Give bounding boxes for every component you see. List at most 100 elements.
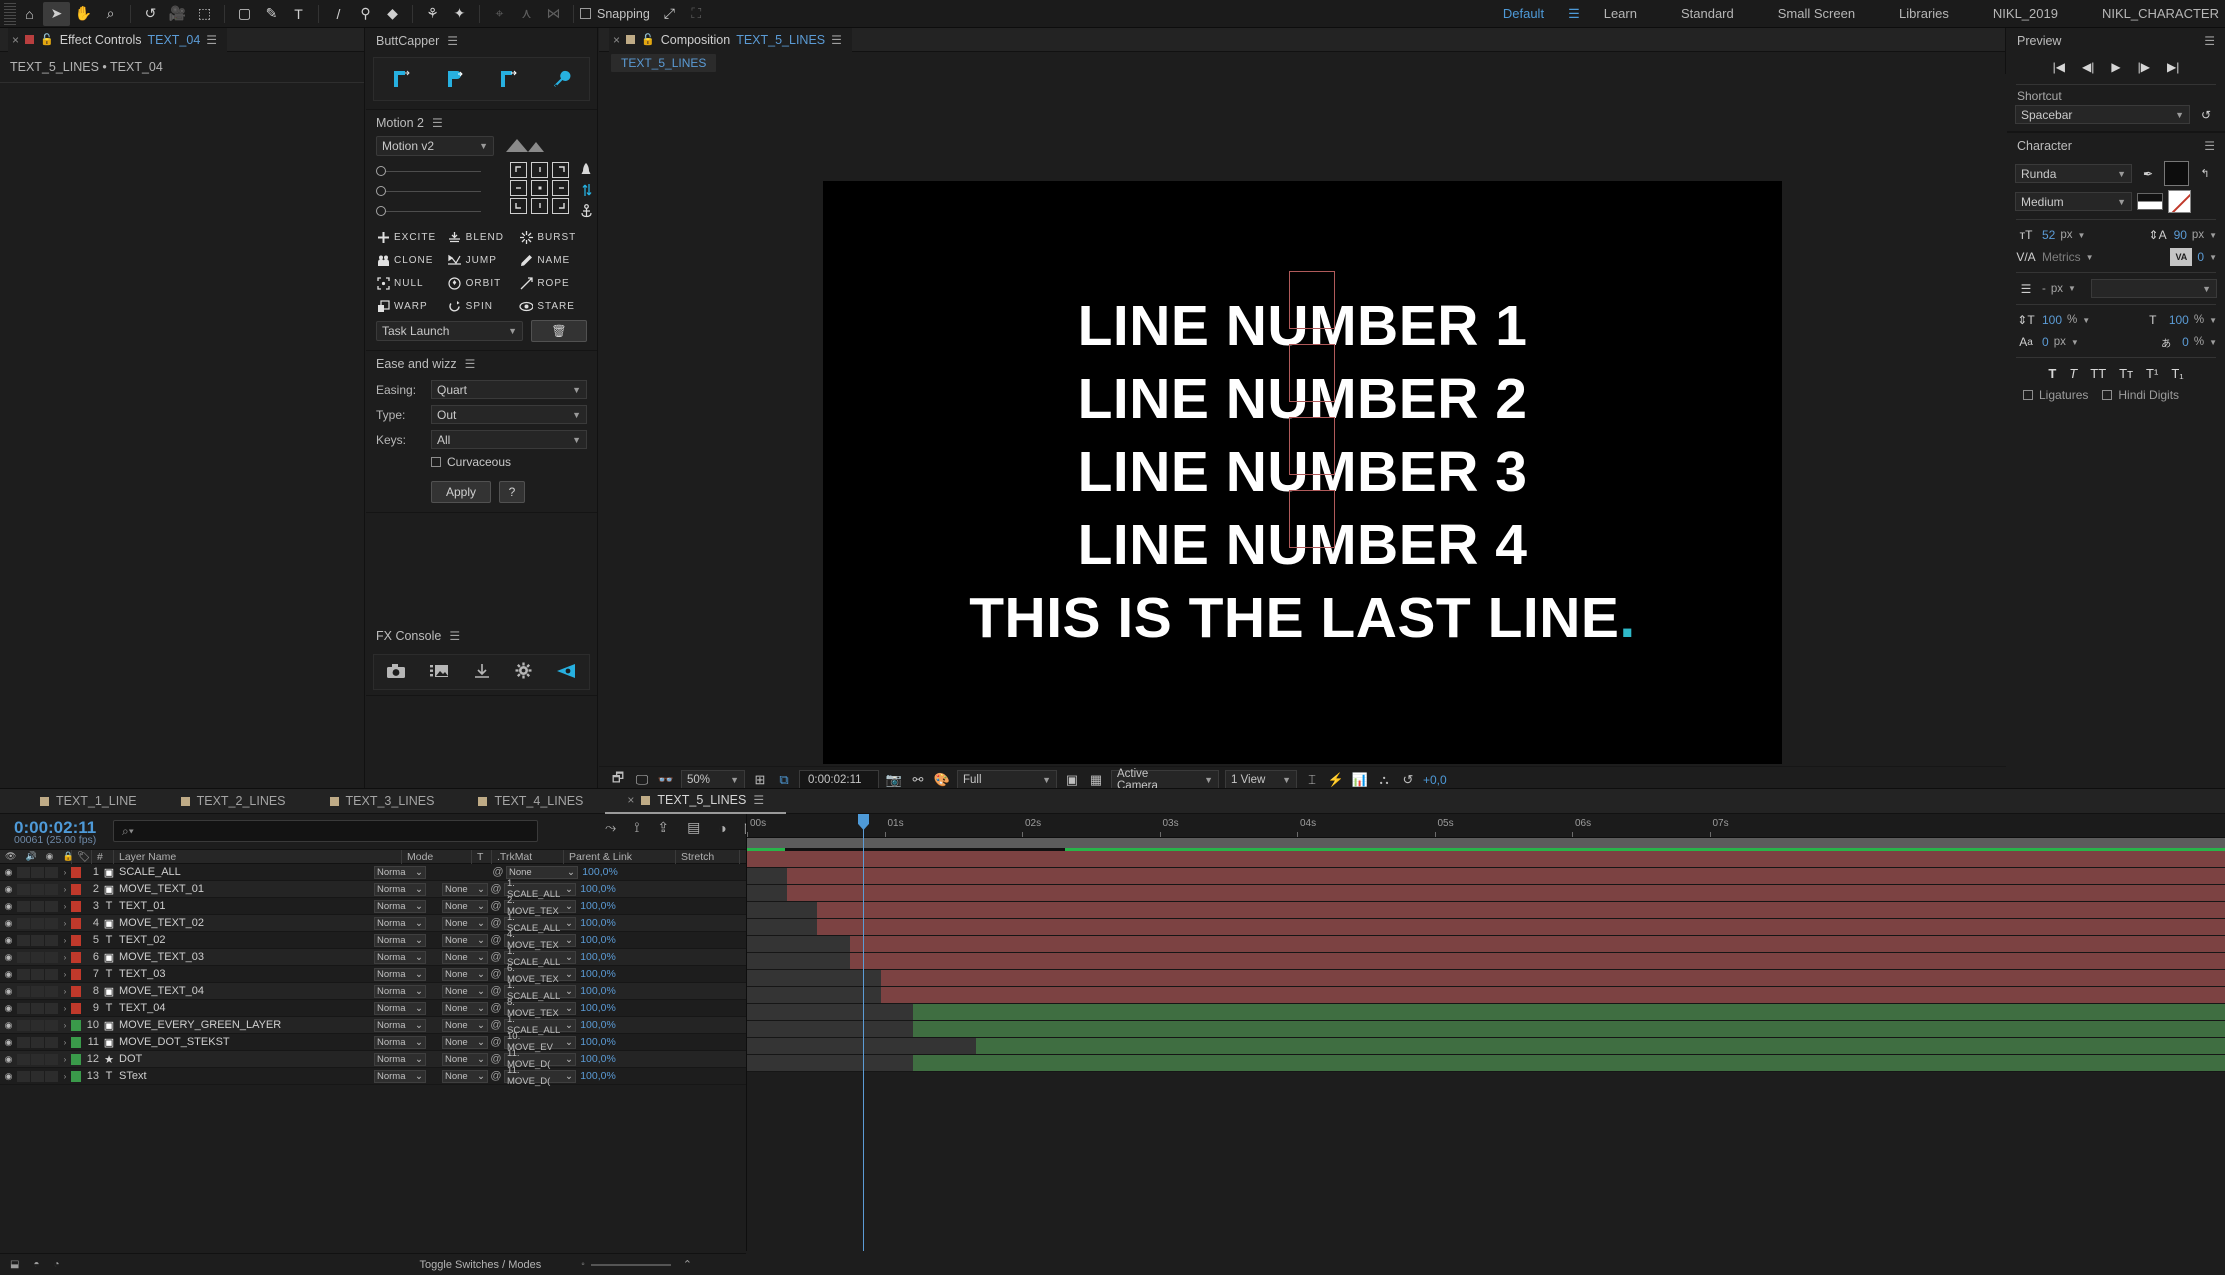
snap-region-icon[interactable]: ⛶ xyxy=(691,5,702,21)
layer-parent-select[interactable]: 10. MOVE_EV ⌄ xyxy=(504,1031,576,1053)
layer-visibility-toggle[interactable]: ◉ xyxy=(4,985,13,996)
no-fill-swatch[interactable] xyxy=(2168,190,2191,213)
layer-trkmat-select[interactable]: None ⌄ xyxy=(442,916,488,930)
motion2-blend-button[interactable]: BLEND xyxy=(448,227,520,247)
layer-duration-bar[interactable] xyxy=(747,1055,2225,1072)
rocket-icon[interactable] xyxy=(580,162,592,179)
layer-twirl-icon[interactable]: › xyxy=(63,1054,67,1064)
faux-bold-button[interactable]: T xyxy=(2048,365,2057,381)
layer-lock-toggle[interactable] xyxy=(45,968,58,980)
layer-bar-fill[interactable] xyxy=(976,1038,2225,1054)
layer-label-color[interactable] xyxy=(71,968,81,980)
motion2-clone-button[interactable]: CLONE xyxy=(376,250,448,270)
layer-duration-bar[interactable] xyxy=(747,953,2225,970)
layer-parent-select[interactable]: 1. SCALE_ALL ⌄ xyxy=(504,946,576,968)
toolbar-grip[interactable] xyxy=(4,2,16,25)
easing-select[interactable]: Quart ▼ xyxy=(431,380,587,399)
clone-stamp-tool-icon[interactable]: ⚲ xyxy=(360,5,371,21)
layer-solo-toggle[interactable] xyxy=(31,900,44,912)
layer-visibility-toggle[interactable]: ◉ xyxy=(4,900,13,911)
snapshot-icon[interactable]: 📷 xyxy=(885,771,903,787)
vertical-arrows-icon[interactable] xyxy=(581,183,592,200)
frame-blending-icon[interactable]: ▤ xyxy=(687,819,701,835)
layer-stretch-value[interactable]: 100,0% xyxy=(580,1053,616,1065)
layer-parent-select[interactable]: 4. MOVE_TEX ⌄ xyxy=(504,929,576,951)
layer-visibility-toggle[interactable]: ◉ xyxy=(4,1019,13,1030)
brush-tool-icon[interactable]: / xyxy=(336,5,341,22)
zoom-select[interactable]: 50% ▼ xyxy=(681,770,745,789)
graph-toggle-icon[interactable]: ◔ xyxy=(53,1259,60,1270)
grid-icon[interactable]: ⊞ xyxy=(754,771,766,787)
layer-duration-bar[interactable] xyxy=(747,1004,2225,1021)
layer-duration-bar[interactable] xyxy=(747,851,2225,868)
rotation-tool-icon[interactable]: ↺ xyxy=(144,5,157,21)
layer-duration-bar[interactable] xyxy=(747,1038,2225,1055)
layer-bounding-box-1[interactable] xyxy=(1289,271,1335,329)
layer-bar-fill[interactable] xyxy=(787,868,2225,884)
layer-solo-toggle[interactable] xyxy=(31,1036,44,1048)
layer-twirl-icon[interactable]: › xyxy=(63,918,67,928)
baseline-shift-dropdown-icon[interactable]: ▼ xyxy=(2070,337,2079,347)
puppet-pin-tool-icon[interactable]: ✦ xyxy=(453,5,466,21)
layer-mode-select[interactable]: Norma ⌄ xyxy=(374,1052,426,1066)
layer-lock-toggle[interactable] xyxy=(45,883,58,895)
layer-trkmat-select[interactable]: None ⌄ xyxy=(442,967,488,981)
layer-trkmat-select[interactable]: None ⌄ xyxy=(442,1069,488,1083)
motion2-warp-button[interactable]: WARP xyxy=(376,296,448,316)
monitor-icon[interactable]: 🖵 xyxy=(635,771,649,787)
buttcapper-menu-icon[interactable]: ☰ xyxy=(447,34,458,48)
fx-logo-icon[interactable] xyxy=(555,662,577,683)
close-icon[interactable]: × xyxy=(627,793,635,807)
workspace-standard[interactable]: Standard xyxy=(1680,6,1734,21)
layer-visibility-toggle[interactable]: ◉ xyxy=(4,1036,13,1047)
home-icon[interactable]: ⌂ xyxy=(25,5,34,22)
layer-trkmat-select[interactable]: None ⌄ xyxy=(442,882,488,896)
selection-tool-icon[interactable]: ➤ xyxy=(43,1,70,26)
layer-parent-select[interactable]: 1. SCALE_ALL ⌄ xyxy=(504,878,576,900)
stroke-width-dropdown-icon[interactable]: ▼ xyxy=(2068,284,2076,293)
layer-mode-select[interactable]: Norma ⌄ xyxy=(374,984,426,998)
shortcut-select[interactable]: Spacebar ▼ xyxy=(2015,105,2190,124)
anchor-center-button[interactable] xyxy=(531,180,548,196)
layer-stretch-value[interactable]: 100,0% xyxy=(580,985,616,997)
layer-bounding-box-2[interactable] xyxy=(1289,344,1335,402)
transparency-grid-icon[interactable]: ▦ xyxy=(1089,771,1103,787)
motion2-name-button[interactable]: NAME xyxy=(519,250,591,270)
parent-pickwhip-icon[interactable]: @ xyxy=(490,968,502,980)
font-size-value[interactable]: 52 xyxy=(2042,228,2056,242)
workspace-menu-icon[interactable]: ☰ xyxy=(1568,6,1580,21)
layer-twirl-icon[interactable]: › xyxy=(63,986,67,996)
layer-name[interactable]: TEXT_04 xyxy=(119,1002,166,1014)
pen-tool-icon[interactable]: ✎ xyxy=(265,5,278,21)
zoom-in-icon[interactable]: ⌃ xyxy=(682,1259,692,1271)
anchor-top-center-button[interactable] xyxy=(531,162,548,178)
layer-stretch-value[interactable]: 100,0% xyxy=(580,917,616,929)
tracking-value[interactable]: 0 xyxy=(2197,250,2205,264)
toggle-proxy-icon[interactable]: ▣ xyxy=(1065,771,1079,787)
layer-twirl-icon[interactable]: › xyxy=(63,935,67,945)
layer-bar-fill[interactable] xyxy=(913,1055,2225,1071)
roto-brush-tool-icon[interactable]: ⚘ xyxy=(426,5,439,21)
layer-twirl-icon[interactable]: › xyxy=(63,1071,67,1081)
anchor-mid-left-button[interactable] xyxy=(510,180,527,196)
shape-tool-icon[interactable]: ▢ xyxy=(237,5,252,21)
layer-label-color[interactable] xyxy=(71,1036,81,1048)
motion2-preset-select[interactable]: Motion v2 ▼ xyxy=(376,136,494,156)
layer-visibility-toggle[interactable]: ◉ xyxy=(4,917,13,928)
timeline-graph[interactable]: 00s 01s 02s 03s 04s 05s 06s 07s xyxy=(746,814,2225,1251)
parent-pickwhip-icon[interactable]: @ xyxy=(490,883,502,895)
leading-value[interactable]: 90 xyxy=(2173,228,2187,242)
tab-text-4-lines[interactable]: TEXT_4_LINES xyxy=(456,789,605,814)
layer-audio-toggle[interactable] xyxy=(17,1070,30,1082)
layer-trkmat-select[interactable]: None ⌄ xyxy=(442,899,488,913)
layer-solo-toggle[interactable] xyxy=(31,951,44,963)
time-ruler[interactable]: 00s 01s 02s 03s 04s 05s 06s 07s xyxy=(747,814,2225,838)
ease-wizz-menu-icon[interactable]: ☰ xyxy=(464,357,476,371)
composition-viewer[interactable]: LINE NUMBER 1 LINE NUMBER 2 LINE NUMBER … xyxy=(599,74,2006,831)
tab-text-3-lines[interactable]: TEXT_3_LINES xyxy=(308,789,457,814)
layer-bar-fill[interactable] xyxy=(850,936,2225,952)
stroke-style-select[interactable]: ▼ xyxy=(2090,279,2217,298)
layer-solo-toggle[interactable] xyxy=(31,934,44,946)
parent-pickwhip-icon[interactable]: @ xyxy=(490,900,502,912)
lock-icon[interactable]: 🔓 xyxy=(641,34,655,46)
